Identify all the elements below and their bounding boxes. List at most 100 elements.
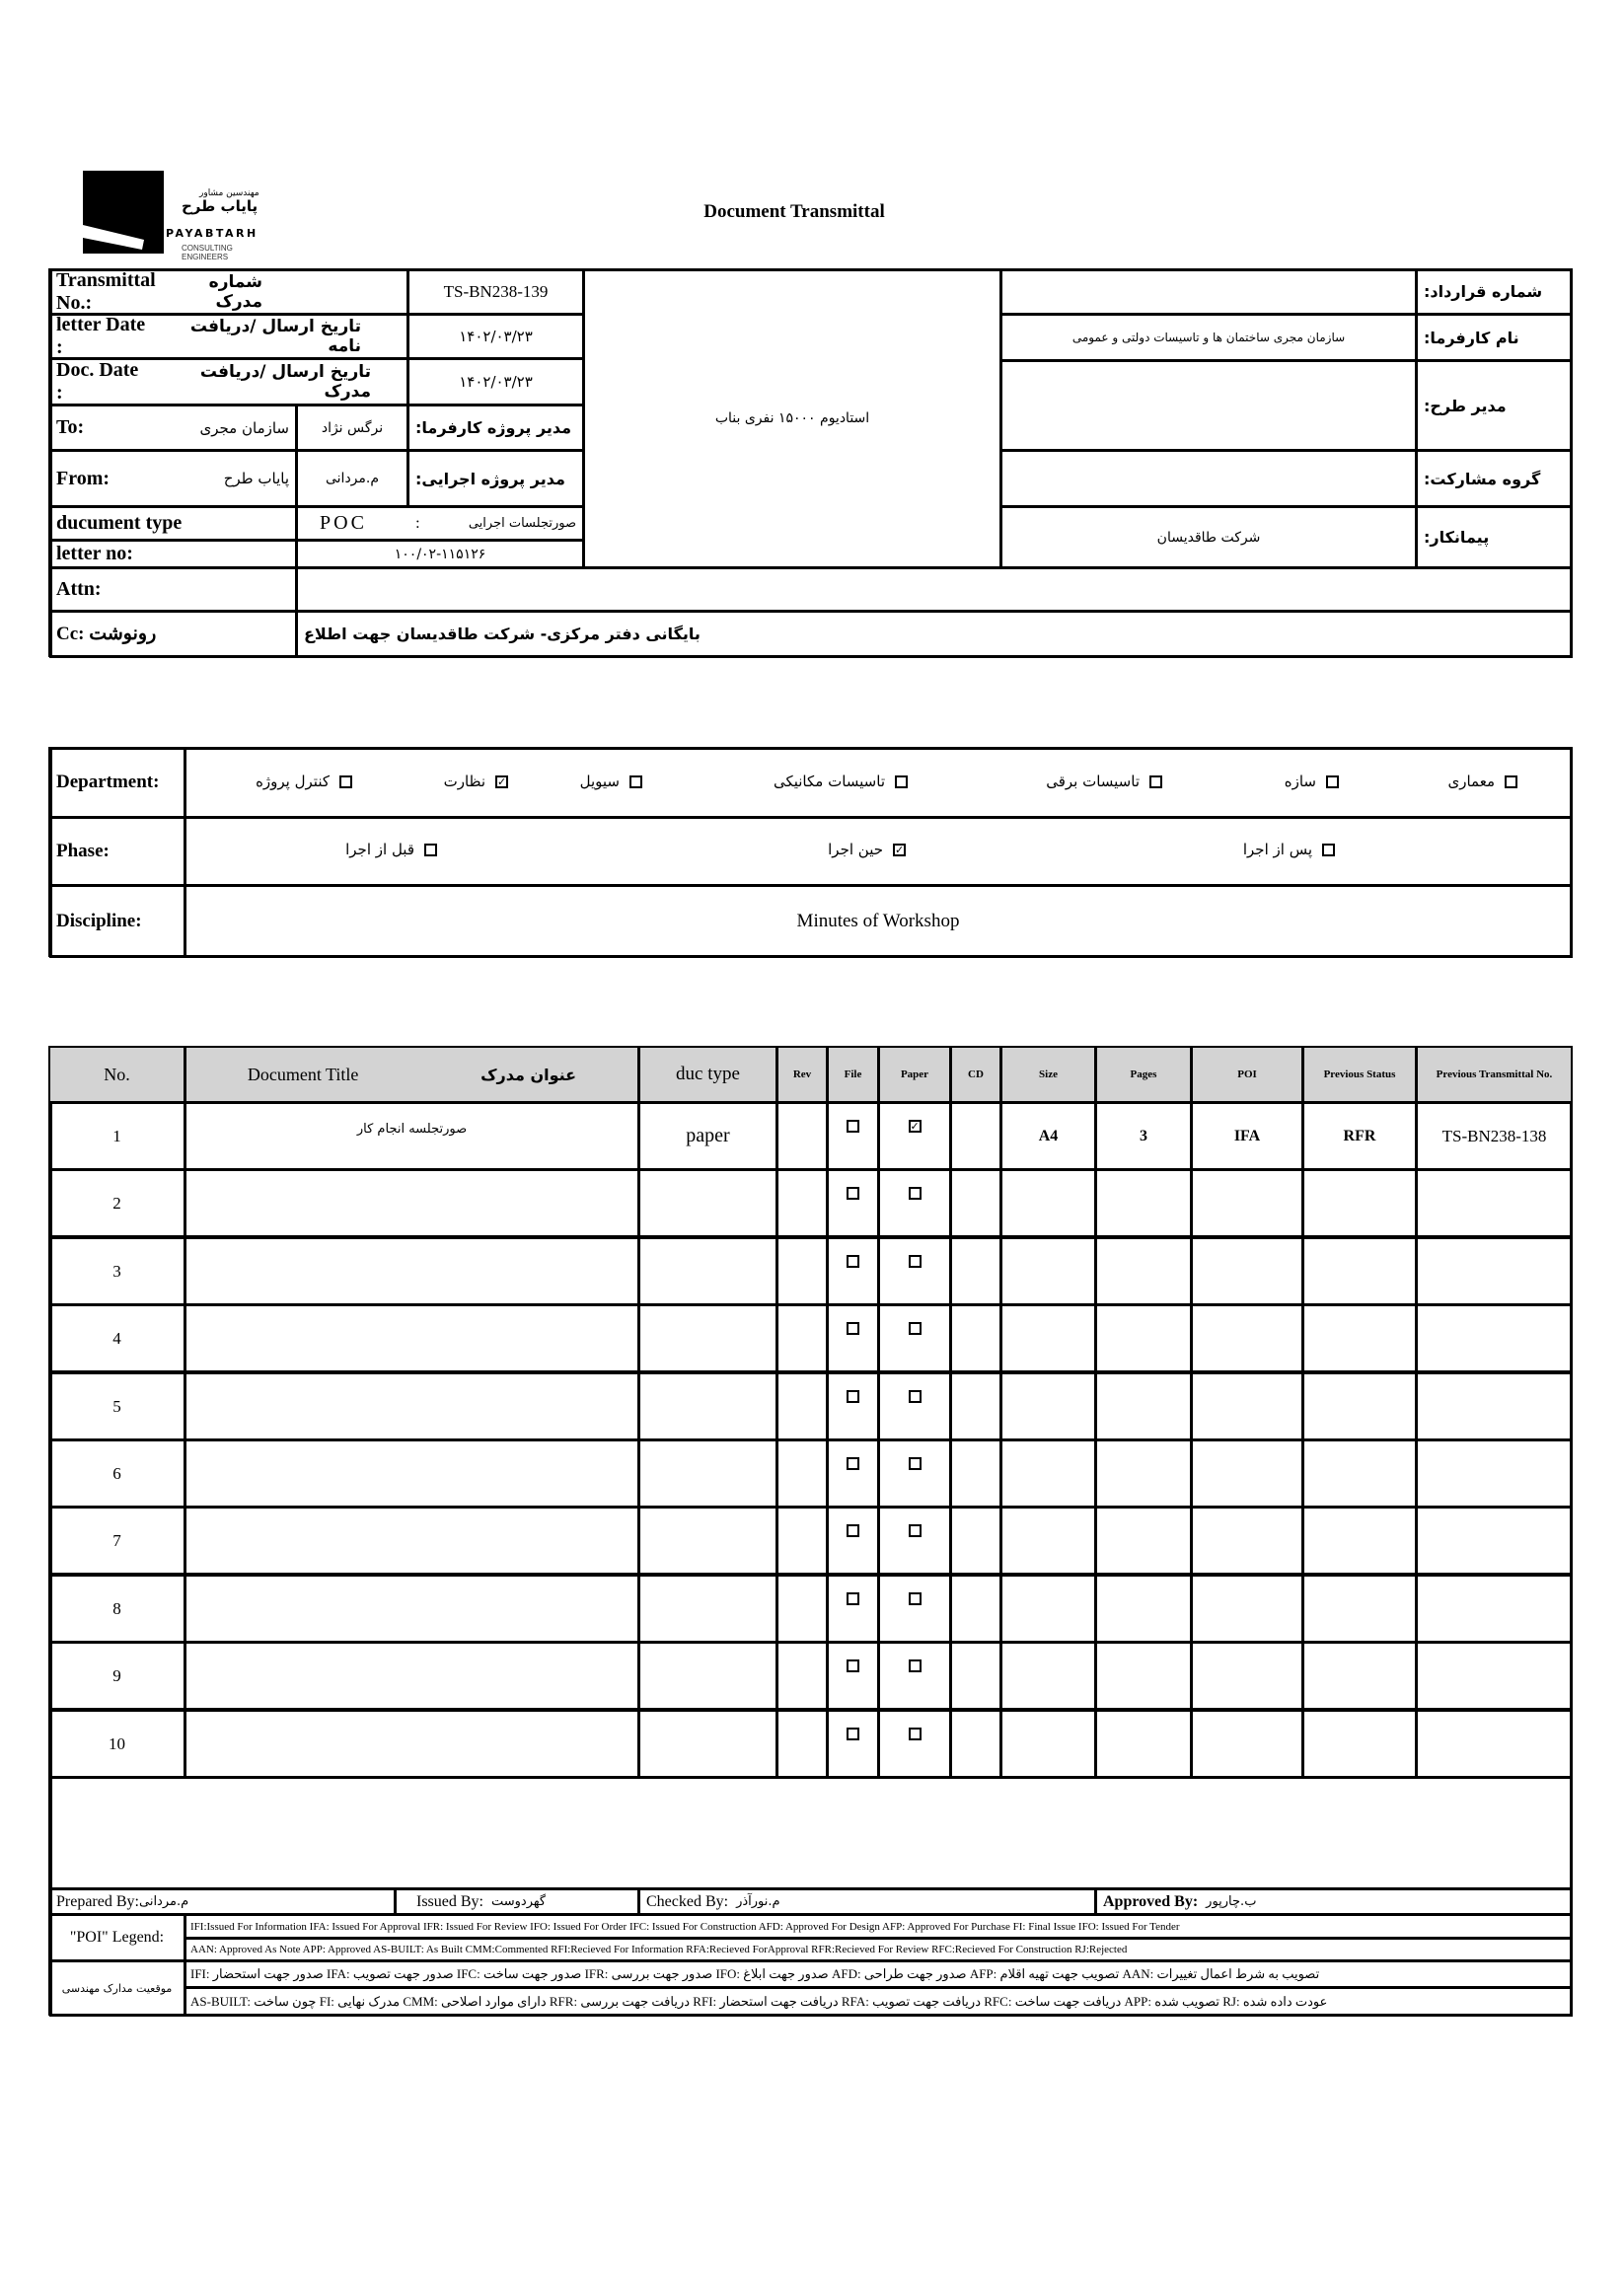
checkbox-icon[interactable] [908,1187,922,1200]
checkbox-icon[interactable] [895,774,908,788]
checkbox-icon[interactable] [424,843,437,856]
poi-legend-line-2: AAN: Approved As Note APP: Approved AS-B… [185,1938,1572,1961]
table-cell-no: 1 [48,1102,185,1170]
checkbox-icon[interactable] [908,1524,922,1537]
table-cell-paper[interactable] [878,1169,951,1237]
phase-option[interactable]: پس از اجرا [1243,841,1335,858]
table-cell-rev [776,1102,828,1170]
checkbox-checked-icon[interactable]: ✓ [495,774,508,788]
table-cell-file[interactable] [827,1710,879,1778]
table-cell-cd [950,1169,1001,1237]
checkbox-icon[interactable] [1149,774,1162,788]
table-cell-prev-status [1302,1575,1417,1643]
logo-tagline: CONSULTING ENGINEERS [182,244,233,261]
table-cell-size [1000,1439,1096,1508]
department-label: Department: [48,747,185,818]
table-cell-poi [1191,1237,1303,1305]
from-value: پایاب طرح [223,470,289,487]
checked-by: Checked By: م.نورآذر [638,1888,1096,1915]
checkbox-icon[interactable] [908,1659,922,1672]
table-cell-paper[interactable] [878,1710,951,1778]
transmittal-no-label: Transmittal No.: شماره مدرک [48,268,408,315]
checkbox-icon[interactable] [847,1120,859,1133]
checkbox-icon[interactable] [847,1592,859,1605]
table-cell-paper[interactable] [878,1304,951,1372]
department-option[interactable]: تاسیسات مکانیکی [774,773,908,790]
table-cell-file[interactable] [827,1439,879,1508]
doc-type-fa: صورتجلسات اجرایی [468,516,576,531]
table-cell-size: A4 [1000,1102,1096,1170]
checkbox-icon[interactable] [1322,843,1335,856]
checkbox-icon[interactable] [339,774,352,788]
transmittal-no-value: TS-BN238-139 [407,268,584,315]
checkbox-icon[interactable] [629,774,642,788]
attn-label: Attn: [48,567,297,612]
logo-fa-small: مهندسین مشاور [199,188,259,198]
department-option[interactable]: معماری [1448,773,1517,790]
option-label: کنترل پروژه [256,773,330,790]
issued-label: Issued By: [416,1892,483,1910]
option-label: تاسیسات مکانیکی [773,773,885,790]
department-option[interactable]: سازه [1285,773,1339,790]
table-cell-file[interactable] [827,1507,879,1575]
department-option[interactable]: سیویل [580,773,642,790]
checkbox-icon[interactable] [908,1457,922,1470]
table-cell-paper[interactable] [878,1237,951,1305]
checkbox-icon[interactable] [847,1322,859,1335]
checkbox-icon[interactable] [847,1524,859,1537]
table-cell-file[interactable] [827,1575,879,1643]
table-cell-duc-type [638,1507,777,1575]
table-cell-file[interactable] [827,1304,879,1372]
table-cell-paper[interactable] [878,1372,951,1440]
table-cell-file[interactable] [827,1642,879,1710]
checkbox-icon[interactable] [847,1728,859,1740]
checkbox-icon[interactable] [1326,774,1339,788]
checkbox-icon[interactable] [908,1322,922,1335]
checked-name: م.نورآذر [736,1894,780,1909]
table-cell-prev-status [1302,1169,1417,1237]
table-cell-paper[interactable] [878,1575,951,1643]
to-field: To: سازمان مجری [48,405,297,451]
table-cell-paper[interactable]: ✓ [878,1102,951,1170]
phase-option[interactable]: حین اجرا ✓ [828,841,906,858]
department-option[interactable]: نظارت ✓ [444,773,508,790]
checkbox-icon[interactable] [847,1390,859,1403]
column-header-prev-transmittal: Previous Transmittal No. [1416,1046,1573,1103]
table-cell-rev [776,1304,828,1372]
checkbox-icon[interactable] [847,1659,859,1672]
table-cell-pages [1095,1439,1192,1508]
client-pm-label: مدیر پروژه کارفرما: [407,405,584,451]
table-cell-cd [950,1507,1001,1575]
column-header-poi: POI [1191,1046,1303,1103]
prepared-by: Prepared By: م.مردانی [48,1888,396,1915]
table-cell-file[interactable] [827,1237,879,1305]
table-cell-file[interactable] [827,1169,879,1237]
checkbox-checked-icon[interactable]: ✓ [908,1120,922,1133]
column-header-rev: Rev [776,1046,828,1103]
checkbox-icon[interactable] [908,1728,922,1740]
checkbox-icon[interactable] [847,1255,859,1268]
table-cell-no: 3 [48,1237,185,1305]
phase-option[interactable]: قبل از اجرا [345,841,437,858]
checkbox-checked-icon[interactable]: ✓ [893,843,906,856]
table-cell-cd [950,1439,1001,1508]
table-cell-file[interactable] [827,1372,879,1440]
checkbox-icon[interactable] [1505,774,1517,788]
checkbox-icon[interactable] [908,1592,922,1605]
table-cell-paper[interactable] [878,1642,951,1710]
table-cell-prev-status [1302,1304,1417,1372]
table-cell-pages [1095,1372,1192,1440]
checkbox-icon[interactable] [908,1390,922,1403]
checkbox-icon[interactable] [847,1187,859,1200]
checkbox-icon[interactable] [908,1255,922,1268]
table-cell-paper[interactable] [878,1439,951,1508]
table-cell-poi [1191,1507,1303,1575]
label-fa: تاریخ ارسال /دریافت نامه [189,317,361,356]
department-option[interactable]: کنترل پروژه [256,773,352,790]
contractor-label: پیمانکار: [1416,506,1572,568]
table-cell-paper[interactable] [878,1507,951,1575]
table-cell-file[interactable] [827,1102,879,1170]
department-option[interactable]: تاسیسات برقی [1046,773,1162,790]
checkbox-icon[interactable] [847,1457,859,1470]
table-cell-title [185,1642,639,1710]
